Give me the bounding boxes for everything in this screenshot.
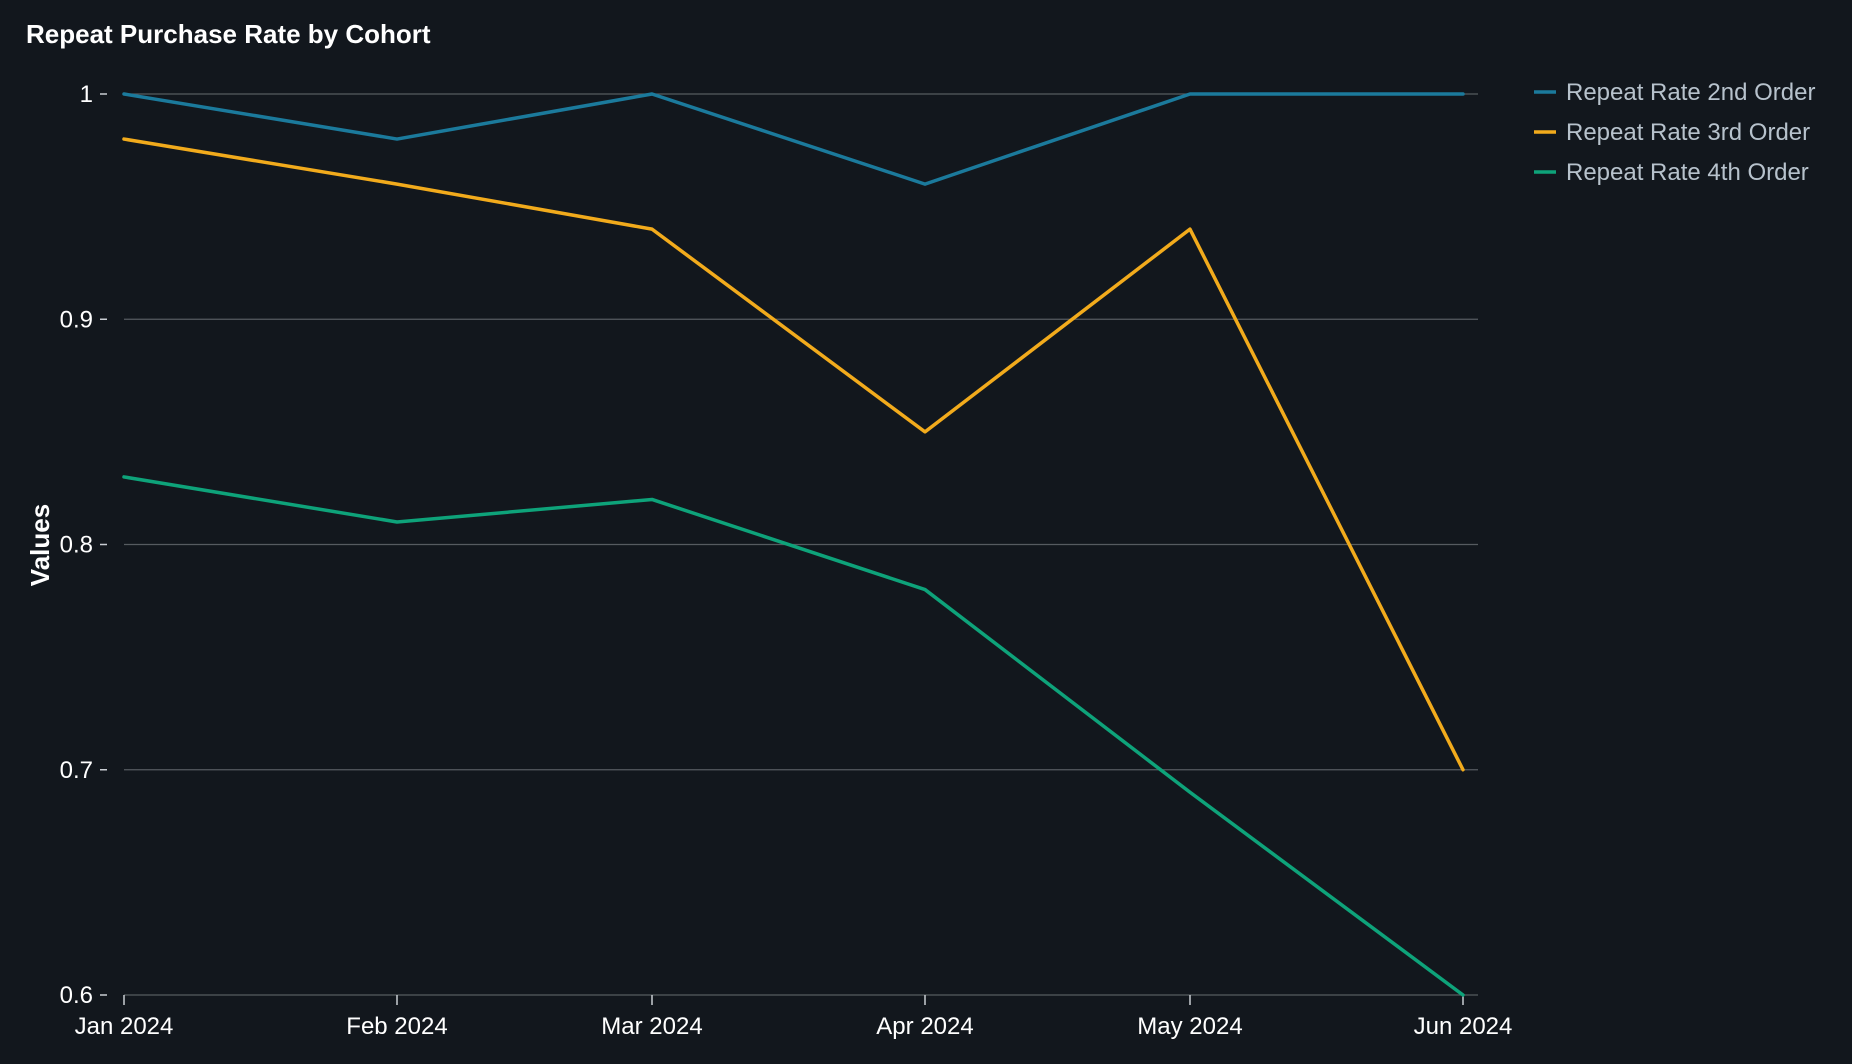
series-line-repeat-rate-2nd-order [122,92,1465,186]
y-tick-label: 0.9 [60,306,93,333]
x-tick-label: Jun 2024 [1414,1013,1513,1040]
x-tick-label: May 2024 [1137,1013,1242,1040]
y-tick-label: 0.7 [60,757,93,784]
legend: Repeat Rate 2nd Order Repeat Rate 3rd Ord… [1534,79,1815,186]
y-axis-ticks: 1 0.9 0.8 0.7 0.6 [60,81,107,1009]
y-tick-label: 0.8 [60,532,93,559]
x-tick-label: Feb 2024 [346,1013,447,1040]
chart-title: Repeat Purchase Rate by Cohort [26,19,431,49]
series-line-repeat-rate-3rd-order [122,137,1465,772]
grid-lines [124,93,1478,996]
x-axis-ticks: Jan 2024 Feb 2024 Mar 2024 Apr 2024 May 2024… [75,995,1513,1040]
y-tick-label: 0.6 [60,982,93,1009]
x-tick-label: Jan 2024 [75,1013,174,1040]
y-tick-label: 1 [80,81,93,108]
series-line-repeat-rate-4th-order [122,475,1465,997]
series-lines [122,92,1465,997]
x-tick-label: Mar 2024 [601,1013,702,1040]
legend-label: Repeat Rate 3rd Order [1566,119,1810,146]
y-axis-label: Values [25,504,55,586]
legend-label: Repeat Rate 2nd Order [1566,79,1815,106]
legend-label: Repeat Rate 4th Order [1566,159,1809,186]
x-tick-label: Apr 2024 [876,1013,973,1040]
